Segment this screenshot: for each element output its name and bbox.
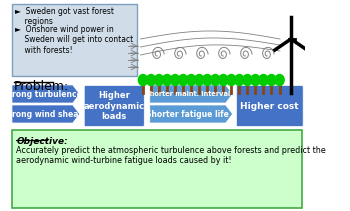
Circle shape: [154, 74, 164, 85]
Circle shape: [162, 74, 172, 85]
Text: Objective:: Objective:: [16, 137, 68, 146]
Text: Shorter fatigue life: Shorter fatigue life: [146, 110, 229, 119]
Polygon shape: [150, 85, 233, 103]
Circle shape: [187, 74, 196, 85]
Circle shape: [243, 74, 252, 85]
Circle shape: [170, 74, 180, 85]
Circle shape: [146, 74, 156, 85]
Text: Problem:: Problem:: [14, 80, 69, 93]
Circle shape: [203, 74, 212, 85]
Circle shape: [178, 74, 188, 85]
Circle shape: [251, 74, 260, 85]
Circle shape: [195, 74, 204, 85]
Circle shape: [267, 74, 276, 85]
Circle shape: [211, 74, 220, 85]
FancyBboxPatch shape: [236, 85, 303, 127]
Circle shape: [259, 74, 268, 85]
Text: Accurately predict the atmospheric turbulence above forests and predict the
aero: Accurately predict the atmospheric turbu…: [16, 146, 326, 165]
Text: Strong turbulence: Strong turbulence: [3, 89, 82, 99]
FancyBboxPatch shape: [84, 85, 144, 127]
Text: ►  Sweden got vast forest
    regions: ► Sweden got vast forest regions: [15, 7, 114, 26]
Circle shape: [275, 74, 284, 85]
Circle shape: [235, 74, 244, 85]
Circle shape: [227, 74, 236, 85]
Circle shape: [138, 74, 148, 85]
Text: ►  Onshore wind power in
    Sweden will get into contact
    with forests!: ► Onshore wind power in Sweden will get …: [15, 25, 134, 55]
Text: Higher
aerodynamic
loads: Higher aerodynamic loads: [84, 91, 145, 121]
Polygon shape: [150, 105, 233, 123]
Polygon shape: [12, 105, 79, 123]
Text: Higher cost: Higher cost: [240, 101, 299, 111]
Polygon shape: [12, 85, 79, 103]
FancyBboxPatch shape: [12, 4, 137, 76]
FancyBboxPatch shape: [12, 130, 302, 208]
Text: Shorter maint. interval: Shorter maint. interval: [145, 91, 230, 97]
Text: Strong wind shear: Strong wind shear: [3, 110, 82, 119]
Circle shape: [219, 74, 228, 85]
